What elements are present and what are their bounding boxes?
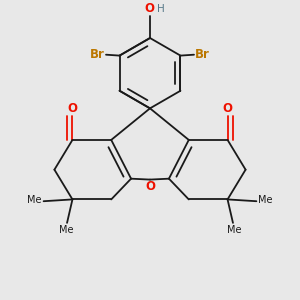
Text: O: O: [145, 181, 155, 194]
Text: H: H: [157, 4, 165, 14]
Text: Br: Br: [90, 48, 105, 61]
Text: O: O: [144, 2, 154, 16]
Text: O: O: [68, 102, 77, 115]
Text: Me: Me: [226, 225, 241, 235]
Text: O: O: [223, 102, 232, 115]
Text: Me: Me: [27, 195, 42, 205]
Text: Br: Br: [195, 48, 210, 61]
Text: Me: Me: [258, 195, 273, 205]
Text: Me: Me: [59, 225, 74, 235]
